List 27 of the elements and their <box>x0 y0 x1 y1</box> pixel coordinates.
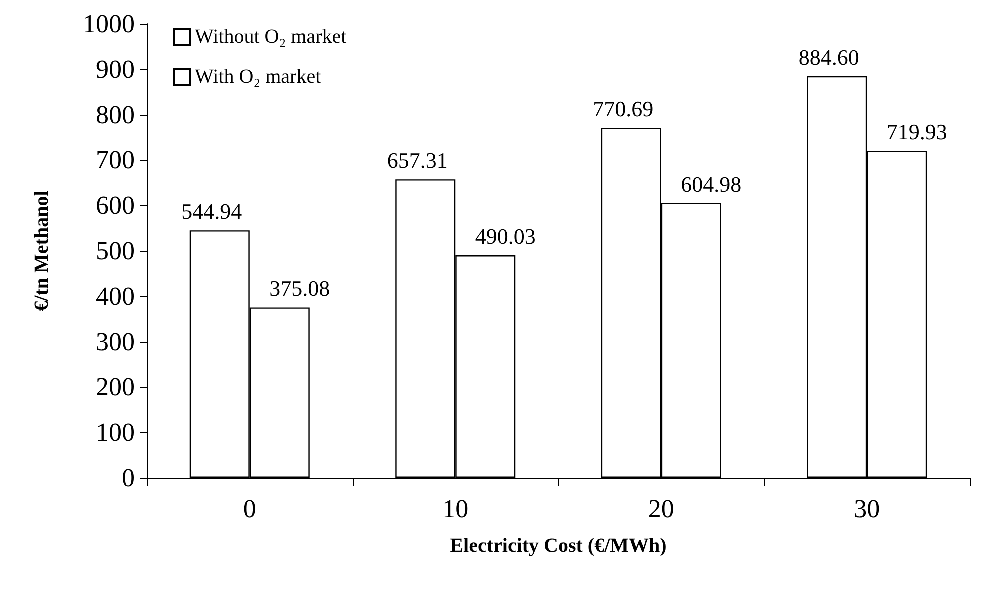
data-label: 657.31 <box>387 148 448 174</box>
y-tick-label: 600 <box>96 191 135 220</box>
x-axis-title: Electricity Cost (€/MWh) <box>450 535 667 557</box>
y-tick-label: 900 <box>96 54 135 84</box>
data-label: 544.94 <box>182 199 242 224</box>
y-tick-label: 400 <box>96 282 135 311</box>
x-tick-label: 20 <box>648 494 674 524</box>
data-label: 770.69 <box>593 96 654 122</box>
y-tick-label: 0 <box>122 464 135 492</box>
legend-label: Without O₂ market <box>195 26 348 48</box>
y-tick-label: 300 <box>96 327 135 356</box>
x-tick-label: 0 <box>243 494 256 524</box>
y-tick-label: 700 <box>96 146 135 175</box>
data-label: 884.60 <box>798 44 860 70</box>
legend-label: With O₂ market <box>195 66 322 88</box>
y-tick-label: 200 <box>96 372 135 402</box>
data-label: 719.93 <box>886 120 948 145</box>
y-tick-label: 800 <box>96 100 135 130</box>
x-tick-label: 10 <box>442 494 469 524</box>
y-tick-label: 500 <box>96 236 135 266</box>
x-tick-label: 30 <box>854 494 880 524</box>
y-tick-label: 100 <box>96 418 135 448</box>
y-tick-label: 1000 <box>83 10 135 38</box>
y-axis-title: €/tn Methanol <box>31 190 53 312</box>
data-label: 375.08 <box>270 276 330 302</box>
data-label: 604.98 <box>681 172 742 197</box>
data-label: 490.03 <box>475 224 536 250</box>
